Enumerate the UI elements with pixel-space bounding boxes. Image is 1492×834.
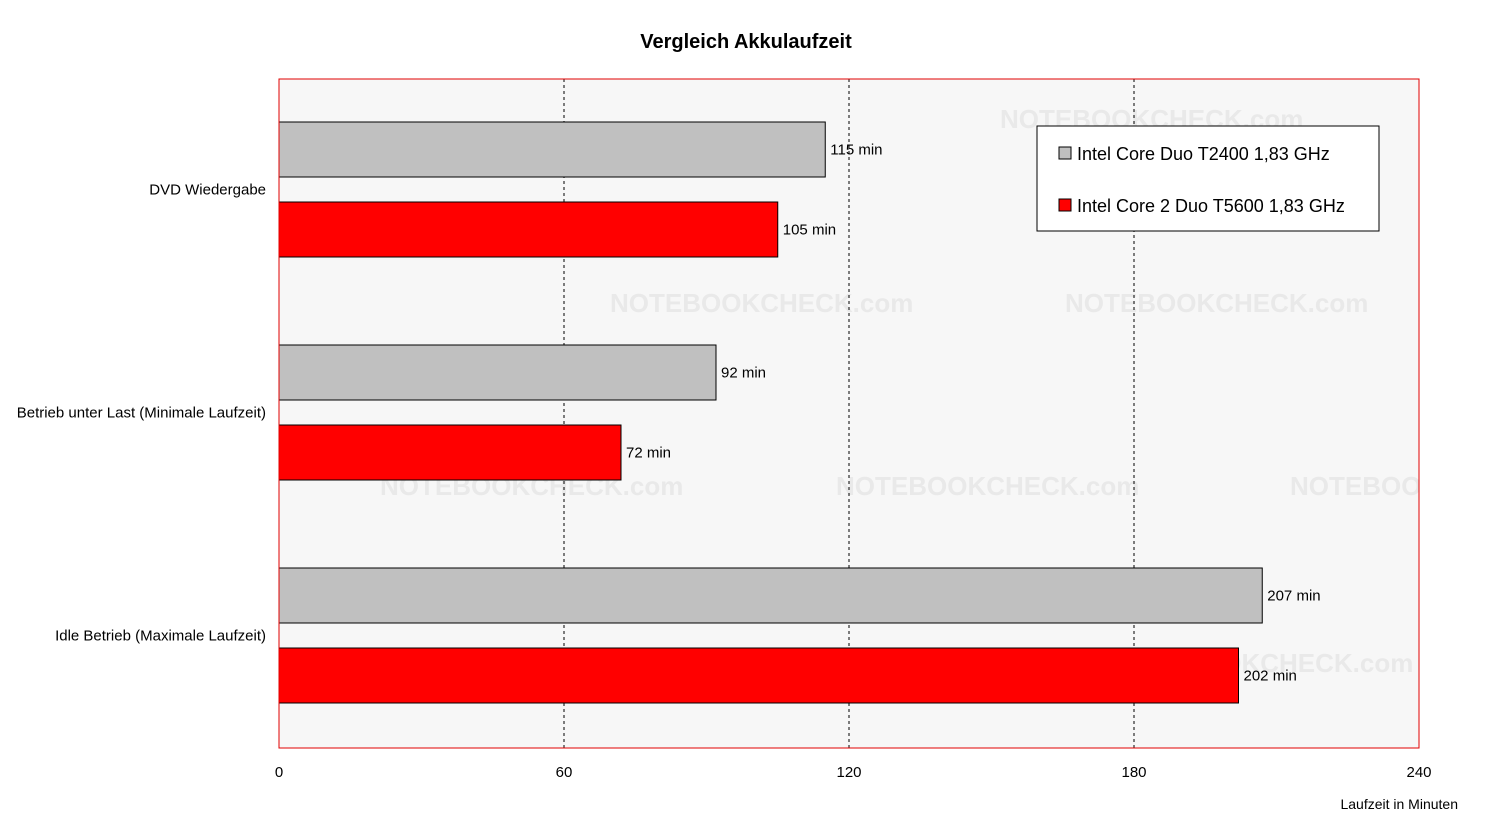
data-label: 115 min [830,142,882,159]
data-label: 72 min [626,445,671,462]
bar-idle-betrieb-maximale-laufzeit-series-2 [278,647,1239,704]
category-label-idle-betrieb-maximale-laufzeit: Idle Betrieb (Maximale Laufzeit) [55,628,266,645]
category-labels: DVD Wiedergabe Betrieb unter Last (Minima… [17,182,266,645]
legend: Intel Core Duo T2400 1,83 GHz Intel Core… [1036,125,1380,232]
x-tick-label: 0 [275,764,283,781]
watermark-text: NOTEBOOKCHECK.com [0,288,263,318]
watermark-text: NOTEBOOKCHECK.com [1290,471,1492,501]
data-label: 202 min [1244,668,1297,685]
bar-dvd-wiedergabe-series-2 [278,201,779,258]
legend-swatch-series-2 [1058,198,1072,212]
x-tick-label: 60 [556,764,573,781]
x-tick-label: 120 [836,764,861,781]
bars: 115 min 105 min 92 min 72 min 207 min 202 min [278,121,1321,704]
legend-label-series-2: Intel Core 2 Duo T5600 1,83 GHz [1077,196,1345,216]
x-tick-labels: 0 60 120 180 240 [275,764,1432,781]
bar-idle-betrieb-maximale-laufzeit-series-1 [278,567,1263,624]
chart-title: Vergleich Akkulaufzeit [640,31,852,53]
bar-betrieb-unter-last-minimale-laufzeit-series-2 [278,424,622,481]
legend-label-series-1: Intel Core Duo T2400 1,83 GHz [1077,144,1330,164]
category-label-betrieb-unter-last-minimale-laufzeit: Betrieb unter Last (Minimale Laufzeit) [17,405,266,422]
bar-betrieb-unter-last-minimale-laufzeit-series-1 [278,344,717,401]
data-label: 207 min [1267,588,1320,605]
legend-swatch-series-1 [1058,146,1072,160]
x-axis-label: Laufzeit in Minuten [1340,796,1458,812]
plot-frame [278,78,1420,749]
category-label-dvd-wiedergabe: DVD Wiedergabe [149,182,266,199]
data-label: 105 min [783,222,836,239]
watermark-text: NOTEBOOKCHECK.com [836,471,1139,501]
bar-dvd-wiedergabe-series-1 [278,121,826,178]
legend-box [1036,125,1380,232]
x-tick-label: 180 [1121,764,1146,781]
watermark-text: NOTEBOOKCHECK.com [610,288,913,318]
x-tick-label: 240 [1406,764,1431,781]
data-label: 92 min [721,365,766,382]
watermark-text: NOTEBOOKCHECK.com [1065,288,1368,318]
